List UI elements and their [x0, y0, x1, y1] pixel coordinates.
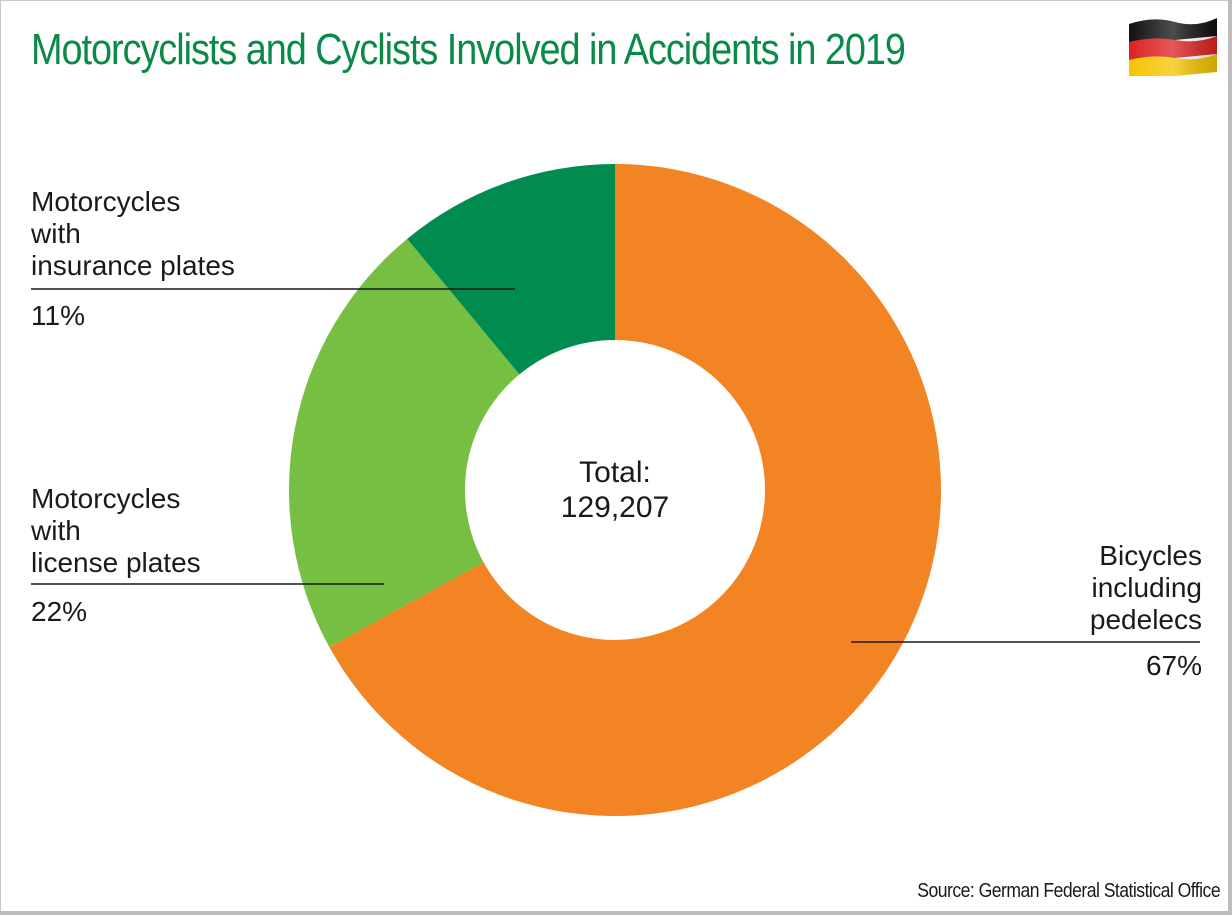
slice-label-bicycles: Bicycles including pedelecs — [1089, 540, 1202, 635]
slice-label-insurance: Motorcycles with insurance plates — [31, 186, 235, 281]
chart-title: Motorcyclists and Cyclists Involved in A… — [31, 25, 906, 74]
donut-slice-insurance-plates — [407, 164, 615, 375]
donut-slice-bicycles — [329, 164, 942, 817]
germany-flag-icon — [1129, 18, 1217, 76]
source-note: Source: German Federal Statistical Offic… — [917, 880, 1220, 902]
frame-shadow-right — [1228, 0, 1232, 915]
donut-slice-license-plates — [289, 238, 520, 648]
center-total-label: Total: — [579, 456, 651, 489]
slice-value-license: 22% — [31, 596, 88, 627]
slice-value-bicycles: 67% — [1145, 650, 1202, 681]
slice-label-license: Motorcycles with license plates — [31, 483, 201, 578]
slice-value-insurance: 11% — [31, 300, 85, 331]
frame-shadow-bottom — [0, 911, 1232, 915]
center-total-value: 129,207 — [560, 491, 670, 524]
